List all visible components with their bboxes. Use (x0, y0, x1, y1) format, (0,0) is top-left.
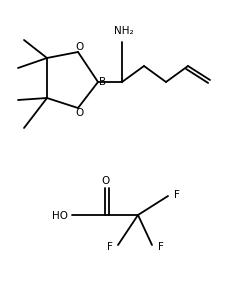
Text: O: O (101, 176, 109, 186)
Text: O: O (75, 108, 83, 118)
Text: NH₂: NH₂ (114, 26, 134, 36)
Text: F: F (107, 242, 113, 252)
Text: F: F (158, 242, 164, 252)
Text: HO: HO (52, 211, 68, 221)
Text: O: O (75, 42, 83, 52)
Text: F: F (174, 190, 180, 200)
Text: B: B (99, 77, 107, 87)
